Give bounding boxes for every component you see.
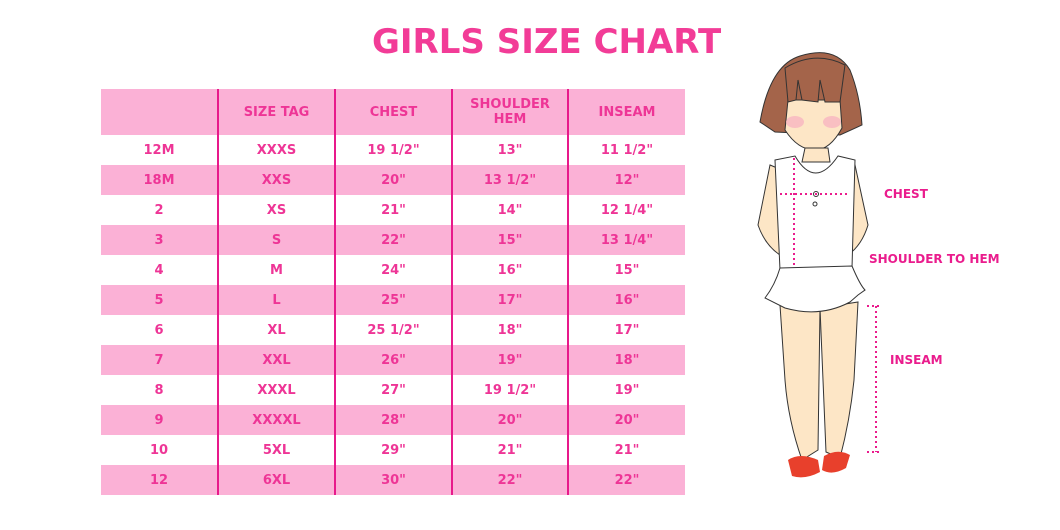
table-cell: 12 1/4" [567, 195, 685, 225]
table-cell: 25 1/2" [334, 315, 452, 345]
table-cell: 12M [143, 142, 175, 158]
table-row: 6 XL 25 1/2" 18" 17" [101, 315, 685, 345]
table-cell: 4 [154, 262, 164, 278]
table-cell: XS [217, 195, 335, 225]
table-cell: 27" [334, 375, 452, 405]
table-cell: 13 1/2" [451, 165, 568, 195]
table-cell: M [217, 255, 335, 285]
girl-illustration [757, 52, 881, 478]
table-row: 12 6XL 30" 22" 22" [101, 465, 685, 495]
table-cell: 20" [451, 405, 568, 435]
table-row: 4 M 24" 16" 15" [101, 255, 685, 285]
table-cell: 21" [567, 435, 685, 465]
table-row: 18M XXS 20" 13 1/2" 12" [101, 165, 685, 195]
table-cell: 24" [334, 255, 452, 285]
column-header [101, 89, 218, 135]
table-cell: 8 [154, 382, 164, 398]
table-cell: 18M [101, 165, 218, 195]
table-cell: 12 [101, 465, 218, 495]
column-header: INSEAM [567, 89, 685, 135]
table-cell: XXXL [217, 375, 335, 405]
table-cell: 18" [451, 315, 568, 345]
table-cell: 14" [451, 195, 568, 225]
shoulder-to-hem-label: SHOULDER TO HEM [869, 252, 1000, 266]
table-cell: 19" [451, 345, 568, 375]
table-row: 2 XS 21" 14" 12 1/4" [101, 195, 685, 225]
table-cell: L [217, 285, 335, 315]
chest-label: CHEST [884, 187, 928, 201]
table-cell: 17" [451, 285, 568, 315]
table-cell: 6XL [217, 465, 335, 495]
table-cell: XXXXL [217, 405, 335, 435]
column-header: SIZE TAG [217, 89, 335, 135]
table-cell: XXXS [217, 135, 335, 165]
column-header: SHOULDER HEM [451, 89, 568, 135]
table-header-row: SIZE TAG CHEST SHOULDER HEM INSEAM [101, 89, 685, 135]
table-row: 7 XXL 26" 19" 18" [101, 345, 685, 375]
column-header: CHEST [334, 89, 452, 135]
table-cell: 3 [101, 225, 218, 255]
table-cell: 16" [567, 285, 685, 315]
table-cell: 21" [334, 195, 452, 225]
table-row: 10 5XL 29" 21" 21" [101, 435, 685, 465]
table-cell: 21" [451, 435, 568, 465]
table-cell: 20" [334, 165, 452, 195]
table-cell: 18" [567, 345, 685, 375]
table-cell: 28" [334, 405, 452, 435]
table-row: 12M XXXS 19 1/2" 13" 11 1/2" [101, 135, 685, 165]
table-cell: 26" [334, 345, 452, 375]
table-cell: 15" [451, 225, 568, 255]
table-row: 3 S 22" 15" 13 1/4" [101, 225, 685, 255]
table-cell: 5XL [217, 435, 335, 465]
table-row: 5 L 25" 17" 16" [101, 285, 685, 315]
table-cell: 22" [451, 465, 568, 495]
table-cell: 17" [567, 315, 685, 345]
size-table: SIZE TAG CHEST SHOULDER HEM INSEAM 12M XXXS 1… [101, 89, 685, 495]
table-cell: 16" [451, 255, 568, 285]
table-cell: 22" [567, 465, 685, 495]
table-cell: XXS [217, 165, 335, 195]
table-cell: 19 1/2" [451, 375, 568, 405]
inseam-label: INSEAM [890, 353, 943, 367]
table-cell: 5 [101, 285, 218, 315]
table-cell: 12" [567, 165, 685, 195]
table-cell: 13" [451, 135, 568, 165]
table-cell: S [217, 225, 335, 255]
table-cell: 20" [567, 405, 685, 435]
table-cell: 9 [101, 405, 218, 435]
table-cell: 25" [334, 285, 452, 315]
table-cell: 6 [154, 322, 164, 338]
table-row: 8 XXXL 27" 19 1/2" 19" [101, 375, 685, 405]
table-cell: 30" [334, 465, 452, 495]
page-title: GIRLS SIZE CHART [372, 22, 722, 62]
table-cell: 13 1/4" [567, 225, 685, 255]
table-cell: 7 [101, 345, 218, 375]
table-cell: XXL [217, 345, 335, 375]
table-cell: 19" [567, 375, 685, 405]
table-cell: 15" [567, 255, 685, 285]
table-cell: 29" [334, 435, 452, 465]
table-cell: 10 [149, 442, 169, 458]
table-cell: 11 1/2" [567, 135, 685, 165]
table-cell: 19 1/2" [334, 135, 452, 165]
table-cell: 2 [154, 202, 164, 218]
table-cell: 22" [334, 225, 452, 255]
table-row: 9 XXXXL 28" 20" 20" [101, 405, 685, 435]
table-cell: XL [217, 315, 335, 345]
